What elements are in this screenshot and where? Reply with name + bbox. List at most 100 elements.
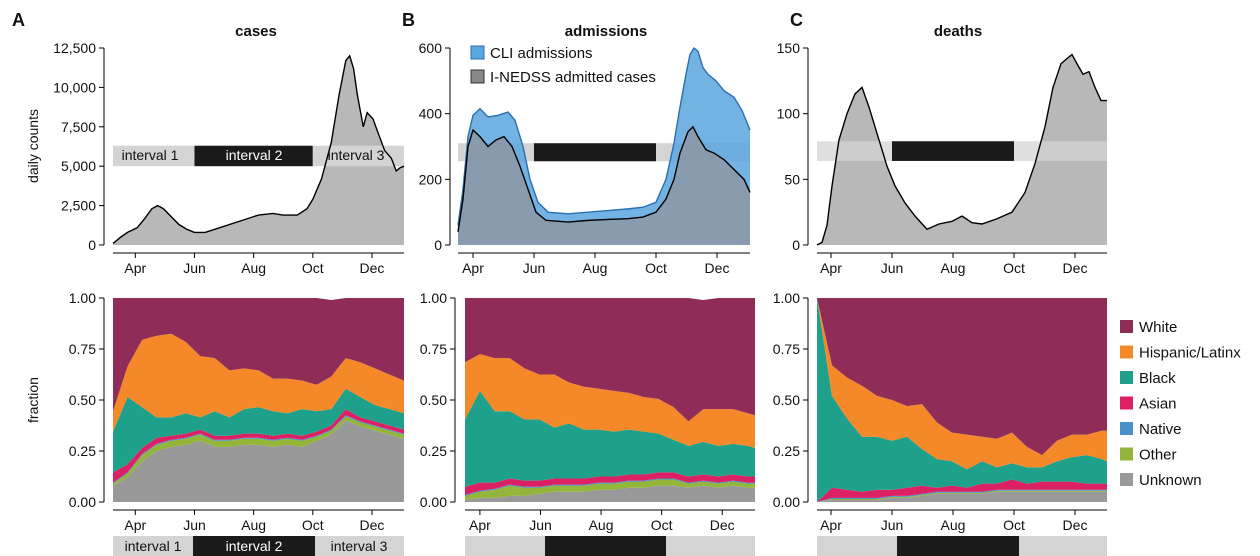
bottom-interval-bar-c	[817, 536, 1107, 556]
area-hispanic-latinx	[113, 333, 404, 432]
legend-label-cli: CLI admissions	[490, 45, 593, 62]
panel-letter-a: A	[12, 10, 25, 30]
x-tick-label: Aug	[589, 517, 614, 533]
area-white	[465, 298, 755, 422]
area-white	[113, 298, 404, 412]
area-native	[465, 478, 755, 496]
x-tick-label: Oct	[1003, 517, 1025, 533]
area-black	[817, 298, 1107, 502]
line-cli-admissions	[457, 46, 751, 226]
area-other	[465, 479, 755, 500]
x-tick-label: Oct	[645, 260, 667, 276]
y-tick-label: 400	[419, 106, 443, 122]
y-tick-label: 0	[792, 237, 800, 253]
x-tick-label: Apr	[462, 260, 484, 276]
y-tick-label: 0.00	[420, 494, 447, 510]
x-tick-label: Dec	[710, 517, 735, 533]
race-legend: White Hispanic/Latinx Black Asian Native Othe…	[1120, 319, 1241, 489]
y-tick-label: 0.75	[420, 341, 447, 357]
panel-letter-b: B	[402, 10, 415, 30]
area-unknown	[817, 491, 1107, 502]
series-area	[817, 54, 1107, 245]
y-tick-label: 2,500	[61, 198, 96, 214]
x-tick-label: Dec	[1063, 517, 1088, 533]
area-hispanic-latinx	[465, 354, 755, 448]
bottom-interval-2-label: interval 2	[226, 538, 283, 554]
bottom-interval-1-band-c	[817, 536, 897, 556]
y-tick-label: 0.75	[773, 341, 800, 357]
area-white	[817, 298, 1107, 456]
y-tick-label: 0.75	[69, 341, 96, 357]
legend-label-inedss: I-NEDSS admitted cases	[490, 69, 656, 86]
area-other	[113, 416, 404, 486]
y-tick-label: 1.00	[420, 290, 447, 306]
series-area	[113, 55, 404, 245]
interval-3-label: interval 3	[328, 147, 385, 163]
area-hispanic-latinx	[817, 298, 1107, 470]
legend-swatch-asian	[1120, 396, 1133, 410]
series-line	[112, 54, 405, 244]
bottom-interval-1-band-b	[465, 536, 545, 556]
legend-swatch-unknown	[1120, 473, 1133, 486]
bottom-interval-1-band	[113, 536, 193, 556]
y-tick-label: 0.50	[69, 392, 96, 408]
panel-b-fraction: 0.00 0.25 0.50 0.75 1.00 Apr Jun Aug Oct Dec	[420, 290, 755, 533]
panel-b-legend: CLI admissions I-NEDSS admitted cases	[470, 45, 656, 86]
panel-c-title: deaths	[934, 23, 982, 40]
bottom-interval-2-band	[193, 536, 315, 556]
panel-c-deaths: 0 50 100 150 Apr Jun Aug Oct Dec	[777, 40, 1107, 276]
panel-a-fraction: 0.00 0.25 0.50 0.75 1.00 Apr Jun Aug Oct Dec	[69, 290, 404, 533]
x-tick-label: Aug	[941, 517, 966, 533]
y-tick-label: 0.50	[773, 392, 800, 408]
y-tick-label: 50	[784, 171, 800, 187]
area-inedss-admitted	[458, 126, 750, 245]
x-tick-label: Aug	[583, 260, 608, 276]
area-black	[113, 388, 404, 473]
line-inedss-admitted	[457, 125, 751, 232]
bottom-y-axis-label: fraction	[25, 377, 41, 423]
y-tick-label: 0.00	[773, 494, 800, 510]
y-tick-label: 0.25	[773, 443, 800, 459]
x-tick-label: Aug	[241, 260, 266, 276]
interval-1-label: interval 1	[122, 147, 179, 163]
x-tick-label: Dec	[360, 260, 385, 276]
legend-swatch-black	[1120, 371, 1133, 384]
legend-swatch-white	[1120, 320, 1133, 333]
x-tick-label: Jun	[881, 260, 904, 276]
area-other	[817, 490, 1107, 502]
bottom-interval-3-band-b	[666, 536, 755, 556]
y-tick-label: 0	[434, 237, 442, 253]
legend-label-other: Other	[1139, 447, 1177, 464]
y-tick-label: 1.00	[773, 290, 800, 306]
x-tick-label: Dec	[360, 517, 385, 533]
legend-swatch-inedss	[470, 69, 485, 84]
x-tick-label: Apr	[820, 517, 842, 533]
x-tick-label: Jun	[529, 517, 552, 533]
y-tick-label: 12,500	[53, 40, 96, 56]
bottom-interval-3-label: interval 3	[331, 538, 388, 554]
interval-band-2	[194, 145, 313, 167]
y-tick-label: 0.25	[69, 443, 96, 459]
bottom-interval-3-band-c	[1019, 536, 1107, 556]
x-tick-label: Apr	[469, 517, 491, 533]
bottom-interval-1-label: interval 1	[125, 538, 182, 554]
x-tick-label: Oct	[302, 260, 324, 276]
y-tick-label: 0.25	[420, 443, 447, 459]
panel-b-admissions: 0 200 400 600 Apr Jun Aug Oct Dec	[419, 40, 751, 276]
panel-b-title: admissions	[565, 23, 648, 40]
bottom-interval-3-band	[315, 536, 404, 556]
y-tick-label: 10,000	[53, 79, 96, 95]
interval-band-3	[312, 145, 404, 167]
x-tick-label: Dec	[705, 260, 730, 276]
y-tick-label: 150	[777, 40, 801, 56]
interval-labels-top: interval 1 interval 2 interval 3	[122, 147, 385, 163]
x-tick-label: Dec	[1063, 260, 1088, 276]
y-tick-label: 200	[419, 171, 443, 187]
area-asian	[465, 472, 755, 495]
series-line	[816, 53, 1107, 246]
x-tick-label: Oct	[1003, 260, 1025, 276]
x-tick-label: Oct	[651, 517, 673, 533]
area-unknown	[465, 485, 755, 502]
area-native	[817, 489, 1107, 502]
